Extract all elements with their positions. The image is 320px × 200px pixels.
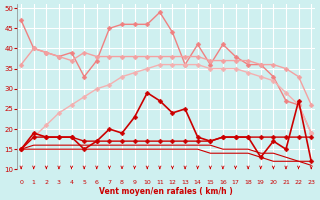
X-axis label: Vent moyen/en rafales ( km/h ): Vent moyen/en rafales ( km/h )	[99, 187, 233, 196]
